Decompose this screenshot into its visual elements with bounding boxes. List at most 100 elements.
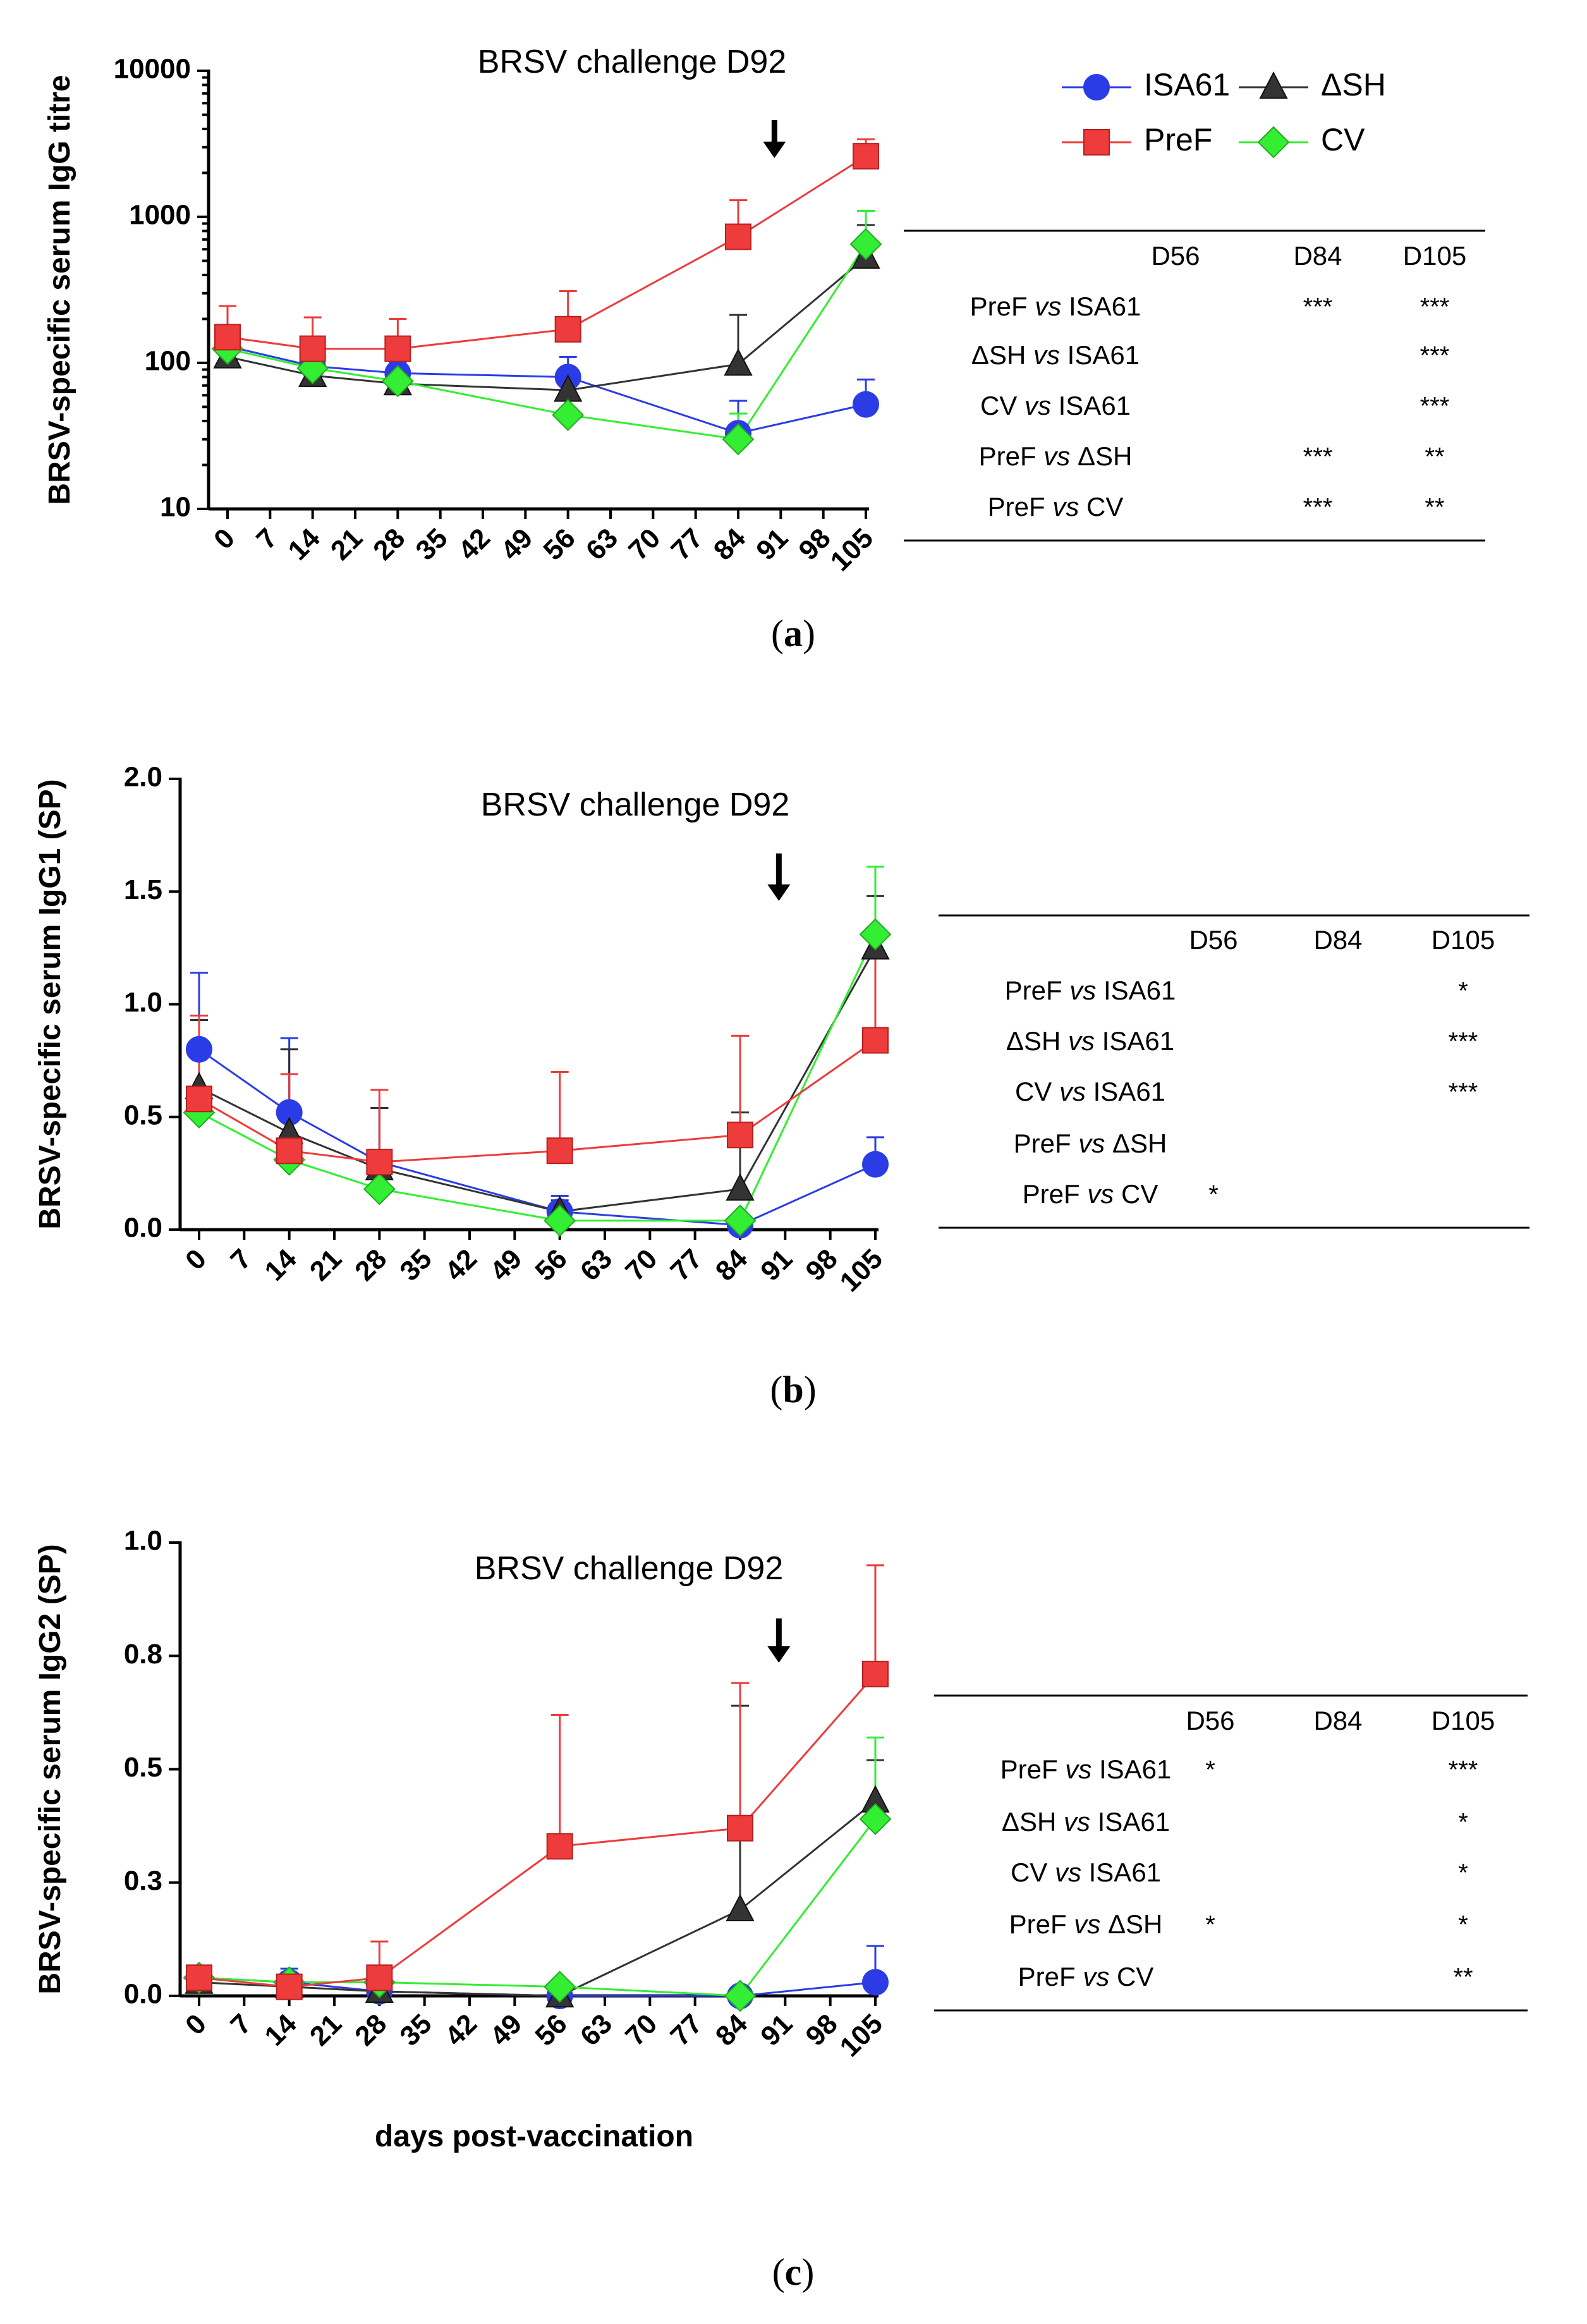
table-row-label: PreF vs ISA61 [1000,1754,1172,1784]
y-tick-label: 1000 [129,200,191,231]
x-axis-label: days post-vaccination [375,2120,693,2153]
panel-label: (a) [771,613,815,654]
x-tick-label: 63 [575,2008,618,2052]
y-tick-label: 0.0 [124,1979,162,2010]
x-tick-label: 42 [439,2008,483,2052]
series-CV [219,209,875,439]
data-point-CV [381,365,414,398]
data-point-ΔSH [726,1893,755,1922]
table-row-label: PreF vs ΔSH [1014,1128,1167,1158]
comparison-group-a: PreF [979,441,1044,471]
data-point-PreF [366,1149,393,1176]
comparison-group-b: CV [1114,1179,1158,1209]
x-tick-label: 49 [495,522,538,566]
data-point-ISA61 [862,1151,889,1178]
comparison-vs: vs [1035,291,1061,321]
legend-entry: ISA61 [1062,67,1230,102]
x-tick-label: 77 [664,2008,708,2052]
comparison-vs: vs [1033,340,1060,370]
legend-marker-PreF [1083,129,1110,156]
series-line-CV [198,934,877,1222]
comparison-group-a: CV [1015,1077,1059,1106]
significance-mark: *** [1303,293,1333,321]
significance-mark: * [1208,1181,1219,1209]
comparison-group-b: ΔSH [1100,1909,1162,1939]
series-line-ΔSH [198,947,877,1213]
x-tick-label: 98 [800,1243,843,1287]
x-tick-label: 42 [439,1243,483,1287]
series-ISA61 [190,972,884,1225]
panel-label-paren: ( [771,613,784,654]
comparison-group-a: CV [980,391,1025,420]
series-line-PreF [198,1039,876,1163]
legend-entry: PreF [1062,122,1212,157]
legend-label: ΔSH [1321,67,1386,102]
data-point-CV [724,1204,757,1237]
panel-label-letter: a [784,613,803,654]
legend-entry: ΔSH [1239,67,1386,102]
comparison-vs: vs [1068,1026,1095,1056]
data-point-CV [552,398,585,431]
table-column-header: D84 [1313,925,1362,955]
significance-mark: *** [1449,1079,1478,1106]
comparison-vs: vs [1069,975,1096,1005]
legend-marker-ISA61 [1083,74,1110,101]
legend-label: PreF [1144,122,1212,157]
x-tick-label: 35 [394,1243,437,1287]
comparison-group-b: ISA61 [1081,1857,1161,1887]
x-tick-label: 49 [484,1243,528,1287]
x-tick-label: 105 [825,522,880,577]
comparison-group-b: ISA61 [1060,340,1140,370]
significance-mark: *** [1420,393,1450,420]
table-column-header: D56 [1151,241,1200,271]
comparison-group-b: ISA61 [1051,391,1131,420]
x-tick-label: 14 [258,1243,303,1287]
table-row-label: PreF vs CV [1018,1962,1154,1991]
series-line-ISA61 [227,345,866,434]
y-tick-label: 2.0 [124,762,162,793]
x-tick-label: 91 [750,522,794,566]
x-tick-label: 84 [710,1243,754,1287]
x-tick-label: 28 [349,1243,392,1287]
significance-mark: * [1458,1911,1468,1939]
series-ΔSH [190,1704,884,1991]
table-column-header: D84 [1293,241,1342,271]
y-tick-label: 1.0 [124,1526,162,1556]
comparison-group-a: PreF [970,291,1035,321]
comparison-group-a: ΔSH [1006,1026,1068,1056]
significance-mark: *** [1420,293,1450,321]
comparison-group-a: CV [1011,1857,1055,1887]
comparison-group-a: PreF [1014,1128,1079,1158]
table-row-label: CV vs ISA61 [1015,1077,1165,1106]
panel-label-paren: ( [772,2251,785,2293]
table-row-label: PreF vs CV [988,492,1124,522]
comparison-group-b: ISA61 [1091,1754,1171,1784]
series-PreF [190,1564,884,1987]
table-column-header: D56 [1189,925,1237,955]
series-line-PreF [227,155,866,350]
data-point-CV [849,228,882,260]
significance-mark: *** [1303,494,1333,522]
y-tick-label: 1.5 [124,874,162,905]
comparison-group-b: ΔSH [1070,441,1132,471]
y-tick-label: 0.5 [124,1099,162,1130]
comparison-group-a: PreF [1000,1754,1066,1784]
series-line-ΔSH [198,1800,876,1997]
table-row-label: PreF vs CV [1023,1179,1158,1209]
table-row-label: PreF vs ΔSH [1009,1909,1163,1939]
comparison-vs: vs [1055,1857,1081,1887]
data-point-CV [544,1971,576,2003]
challenge-arrow-head [767,1646,791,1663]
x-tick-label: 0 [179,2008,212,2041]
x-tick-label: 91 [755,2008,798,2052]
data-point-PreF [186,1964,212,1991]
chart-panel-c: 0.00.30.50.81.00 7 14 21 28 35 42 49 56 63 70 77 84 9… [33,1526,1528,2293]
comparison-group-b: ISA61 [1086,1077,1165,1106]
data-point-PreF [214,324,241,351]
y-axis-label: BRSV-specific serum IgG titre [43,75,76,505]
data-point-CV [544,1204,576,1237]
panel-label: (b) [770,1369,816,1410]
data-point-PreF [366,1964,393,1991]
x-tick-label: 63 [575,1243,618,1287]
comparison-vs: vs [1083,1962,1109,1991]
